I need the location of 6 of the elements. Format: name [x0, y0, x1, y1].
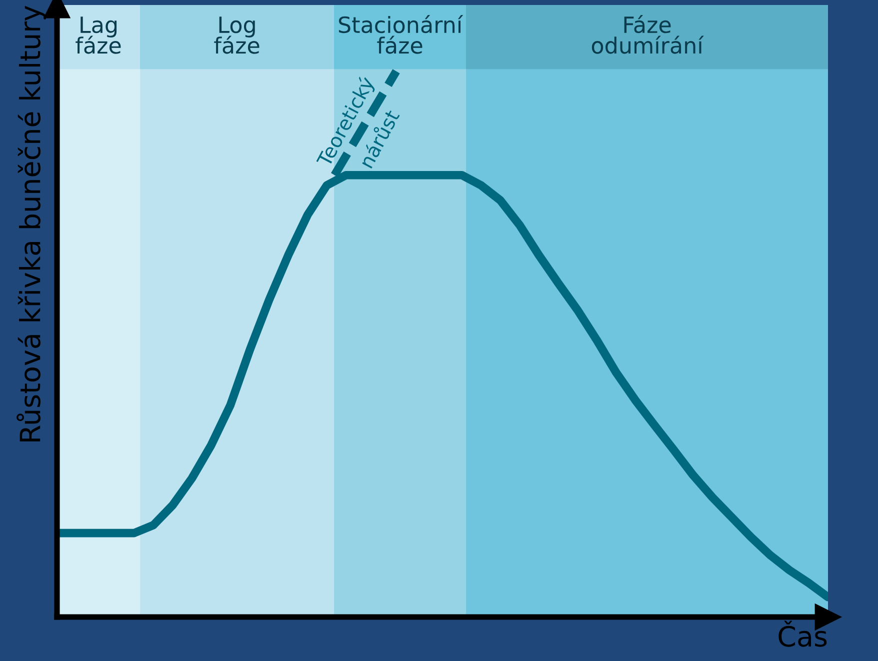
text: Fáze odumírání: [592, 15, 704, 54]
text: Lag fáze: [76, 16, 121, 54]
y-axis-title: Růstová křivka buněčné kultury: [16, 6, 46, 442]
text: Stacionární fáze: [338, 15, 464, 54]
text: Log fáze: [214, 16, 260, 54]
x-axis-title: Čas: [778, 620, 827, 647]
